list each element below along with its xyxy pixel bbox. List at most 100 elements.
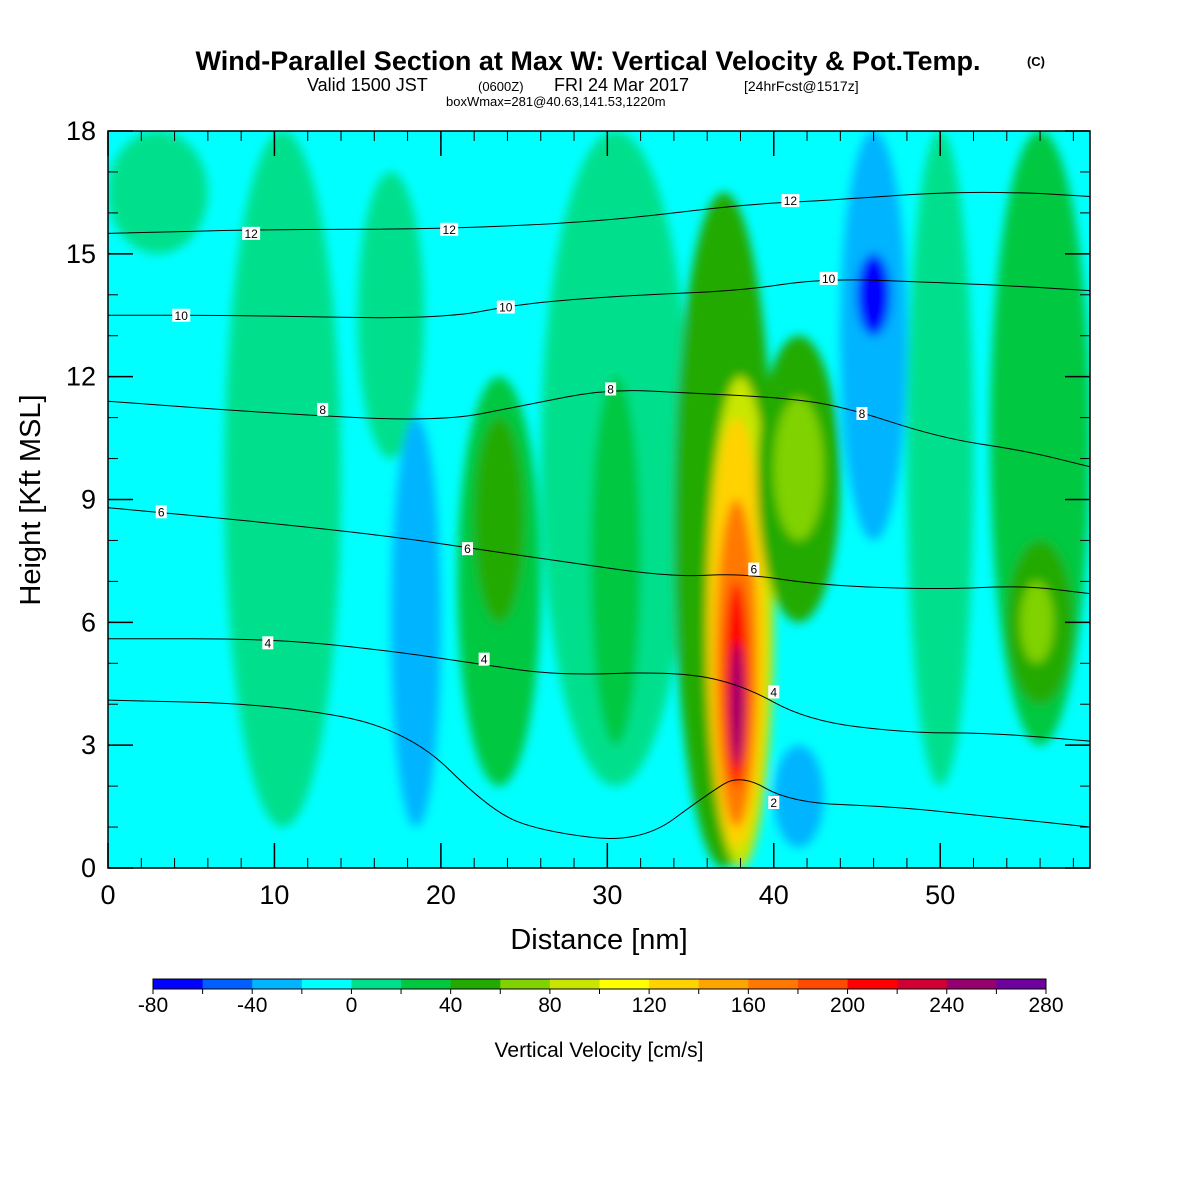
- box-info: boxWmax=281@40.63,141.53,1220m: [446, 94, 666, 109]
- contour-label-box: [317, 402, 329, 416]
- contour-theta-10: [108, 279, 1090, 319]
- colorbar-label: 200: [830, 994, 865, 1017]
- colorbar-labels: -80 -40 0 40 80 120 160 200 240 280: [138, 994, 1064, 1017]
- contour-label-box: [768, 795, 780, 809]
- y-tick-label: 12: [66, 362, 96, 392]
- contour-label-box: [605, 382, 617, 396]
- contour-label: 12: [784, 194, 798, 208]
- colorbar-swatch: [450, 979, 501, 989]
- contour-label-box: [478, 652, 490, 666]
- contour-label-box: [496, 300, 515, 314]
- colorbar-label: 120: [632, 994, 667, 1017]
- contour-label: 4: [770, 685, 777, 699]
- x-tick-label: 20: [426, 880, 456, 910]
- valid-prefix: Valid 1500 JST: [307, 75, 428, 95]
- colorbar-swatch: [301, 979, 352, 989]
- chart-title: Wind-Parallel Section at Max W: Vertical…: [196, 46, 981, 76]
- contour-label-box: [172, 308, 191, 322]
- y-axis: 0 3 6 9 12 15 18: [66, 116, 1090, 883]
- contour-label: 8: [319, 403, 326, 417]
- valid-utc: (0600Z): [478, 79, 524, 94]
- colorbar-swatch: [698, 979, 749, 989]
- contour-theta-4: [108, 638, 1090, 742]
- velocity-region: [224, 131, 342, 828]
- colorbar-swatch: [996, 979, 1047, 989]
- velocity-region: [856, 253, 891, 336]
- contour-label: 6: [464, 542, 471, 556]
- contour-label-box: [440, 222, 459, 236]
- copyright-mark: (C): [1027, 54, 1045, 69]
- contour-label: 4: [264, 636, 271, 650]
- colorbar-label: 280: [1028, 994, 1063, 1017]
- velocity-region: [1020, 581, 1054, 664]
- x-tick-label: 0: [100, 880, 115, 910]
- x-tick-label: 50: [925, 880, 955, 910]
- velocity-region: [730, 642, 744, 766]
- x-tick-label: 10: [259, 880, 289, 910]
- x-tick-label: 40: [759, 880, 789, 910]
- colorbar-swatch: [748, 979, 799, 989]
- colorbar-swatch: [153, 979, 204, 989]
- colorbar-title: Vertical Velocity [cm/s]: [495, 1039, 704, 1062]
- contour-label: 10: [822, 272, 836, 286]
- x-tick-label: 30: [592, 880, 622, 910]
- colorbar: [152, 978, 1047, 994]
- contour-label-box: [462, 542, 474, 556]
- y-tick-label: 6: [81, 607, 96, 637]
- colorbar-label: 0: [346, 994, 358, 1017]
- colorbar-label: -40: [237, 994, 267, 1017]
- velocity-region: [108, 131, 208, 254]
- colorbar-swatch: [599, 979, 650, 989]
- contour-label-box: [155, 505, 167, 519]
- colorbar-swatch: [649, 979, 700, 989]
- colorbar-swatch: [202, 979, 253, 989]
- colorbar-swatch: [401, 979, 452, 989]
- velocity-region: [474, 417, 525, 623]
- contour-theta-8: [108, 390, 1090, 468]
- colorbar-swatch: [500, 979, 551, 989]
- contour-theta-2: [108, 699, 1090, 840]
- x-axis: 0 10 20 30 40 50: [100, 131, 955, 910]
- contour-labels: 12 12 12 10 10 10 8 8 8 6 6 6 4 4 4 2: [155, 194, 868, 810]
- contour-label-box: [768, 685, 780, 699]
- contour-label: 4: [481, 653, 488, 667]
- contour-label-box: [819, 271, 838, 285]
- velocity-region: [840, 131, 907, 541]
- y-tick-label: 3: [81, 730, 96, 760]
- contour-label-box: [856, 407, 868, 421]
- colorbar-swatch: [946, 979, 997, 989]
- velocity-region: [773, 745, 824, 848]
- contour-label-box: [242, 226, 261, 240]
- colorbar-label: 240: [929, 994, 964, 1017]
- colorbar-label: -80: [138, 994, 168, 1017]
- velocity-regions: [108, 131, 1090, 868]
- colorbar-swatch: [351, 979, 402, 989]
- y-tick-label: 18: [66, 116, 96, 146]
- x-axis-title: Distance [nm]: [510, 924, 687, 956]
- contour-theta-6: [108, 507, 1090, 595]
- contour-label: 12: [244, 227, 258, 241]
- contour-label: 2: [770, 796, 777, 810]
- contour-label: 8: [607, 382, 614, 396]
- contour-label: 10: [499, 301, 513, 315]
- y-tick-label: 0: [81, 853, 96, 883]
- velocity-region: [390, 417, 441, 828]
- contour-label: 6: [158, 505, 165, 519]
- colorbar-swatch: [549, 979, 600, 989]
- y-tick-label: 9: [81, 485, 96, 515]
- forecast-label: [24hrFcst@1517z]: [744, 78, 859, 94]
- contour-label-box: [262, 636, 274, 650]
- plot-area: 12 12 12 10 10 10 8 8 8 6 6 6 4 4 4 2 0 10 20 30 40 50 0 3 6 9 1…: [66, 116, 1091, 910]
- velocity-region: [357, 171, 425, 459]
- velocity-field: [108, 131, 1090, 868]
- contour-label: 6: [750, 563, 757, 577]
- y-tick-label: 15: [66, 239, 96, 269]
- colorbar-label: 160: [731, 994, 766, 1017]
- colorbar-label: 40: [439, 994, 462, 1017]
- contour-label: 8: [859, 407, 866, 421]
- velocity-region: [773, 397, 824, 541]
- valid-date: FRI 24 Mar 2017: [554, 75, 689, 95]
- contour-label: 12: [443, 223, 457, 237]
- contour-label-box: [748, 562, 760, 576]
